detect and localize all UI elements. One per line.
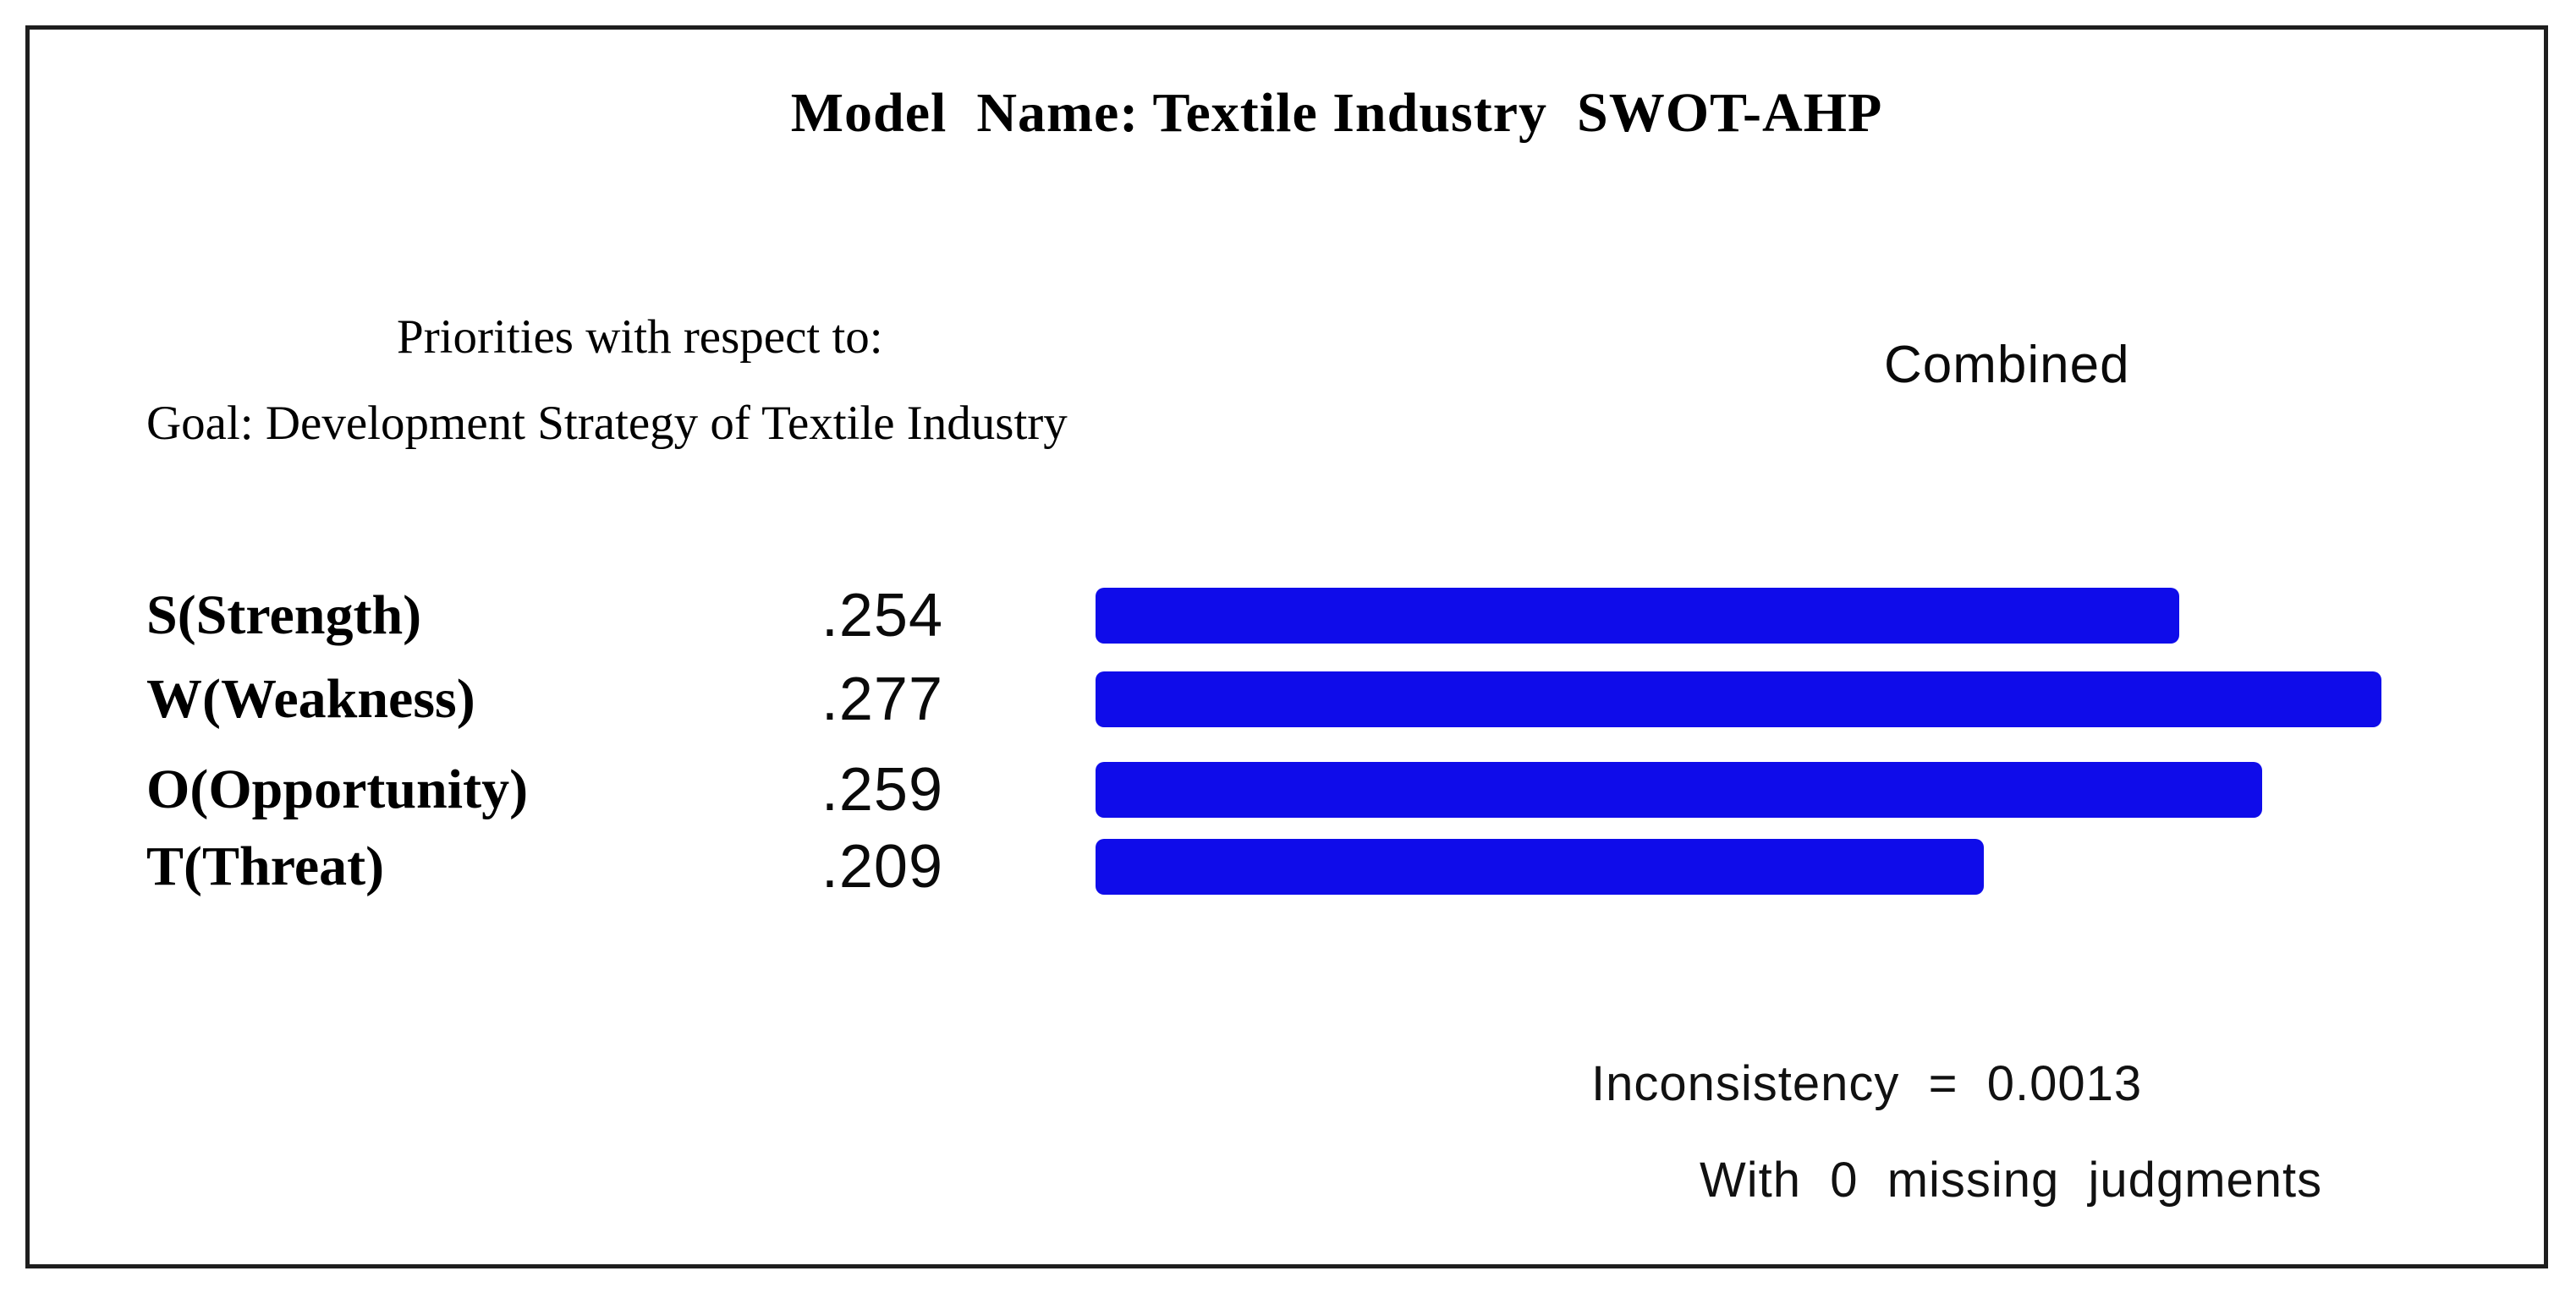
priorities-with-respect-to-label: Priorities with respect to:: [397, 310, 883, 364]
priority-value: .209: [821, 833, 943, 901]
inconsistency-value-text: Inconsistency = 0.0013: [1591, 1056, 2143, 1111]
priority-value: .277: [821, 666, 943, 733]
priority-row: W(Weakness) .277: [0, 664, 2576, 735]
missing-judgments-text: With 0 missing judgments: [1700, 1153, 2323, 1208]
priority-row: T(Threat) .209: [0, 831, 2576, 902]
goal-label: Goal: Development Strategy of Textile In…: [146, 397, 1068, 450]
priority-value: .259: [821, 756, 943, 824]
priority-value: .254: [821, 582, 943, 649]
report-frame: [25, 25, 2548, 1268]
category-label: O(Opportunity): [146, 759, 529, 820]
priority-row: S(Strength) .254: [0, 580, 2576, 651]
priority-bar: [1096, 839, 1984, 895]
category-label: T(Threat): [146, 836, 385, 897]
priority-bar: [1096, 671, 2381, 727]
priority-bar: [1096, 762, 2262, 818]
model-title: Model Name: Textile Industry SWOT-AHP: [790, 82, 1883, 144]
category-label: S(Strength): [146, 584, 422, 646]
combined-legend-label: Combined: [1884, 336, 2130, 394]
priority-bar: [1096, 588, 2179, 644]
category-label: W(Weakness): [146, 668, 475, 730]
priority-row: O(Opportunity) .259: [0, 754, 2576, 825]
